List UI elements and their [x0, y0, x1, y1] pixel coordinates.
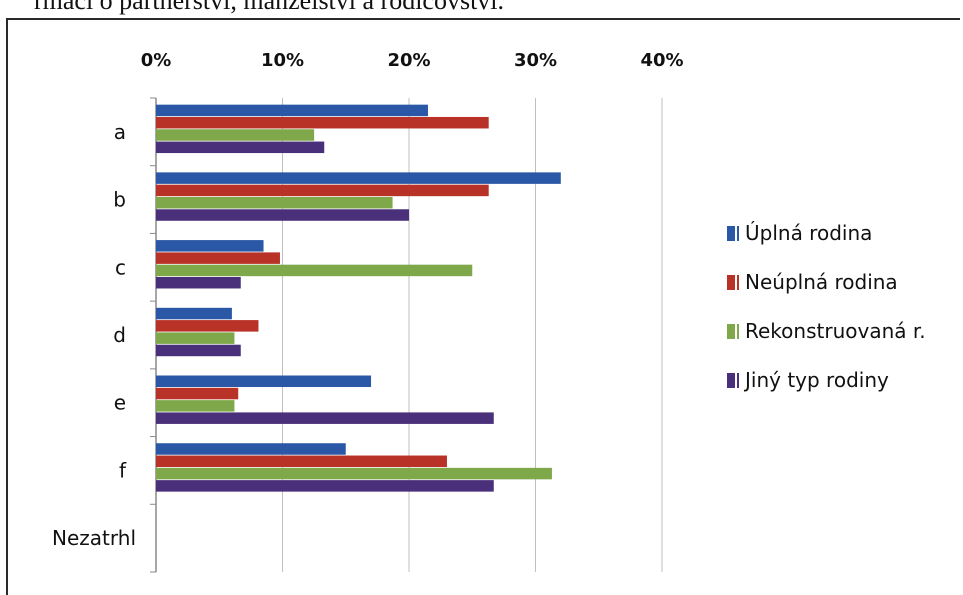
category-label: a [114, 120, 126, 144]
category-label: e [114, 391, 126, 415]
legend-swatch-edge [737, 226, 739, 241]
category-label: d [113, 323, 126, 347]
bar [156, 412, 494, 424]
bar [156, 209, 409, 221]
bar [156, 388, 238, 400]
bar [156, 117, 489, 129]
bar [156, 252, 280, 264]
x-tick-label: 0% [141, 50, 172, 71]
legend-swatch [727, 275, 735, 290]
bar [156, 197, 393, 209]
bar [156, 185, 489, 197]
bar [156, 456, 447, 468]
legend-swatch [727, 324, 735, 339]
bar [156, 142, 324, 154]
legend-label: Úplná rodina [745, 221, 872, 245]
legend-swatch-edge [737, 373, 739, 388]
category-label: c [115, 255, 126, 279]
x-tick-label: 10% [261, 50, 304, 71]
bar [156, 345, 241, 357]
x-tick-label: 20% [387, 50, 430, 71]
bar [156, 400, 234, 412]
category-label: b [113, 188, 126, 212]
x-tick-label: 30% [514, 50, 557, 71]
category-label: Nezatrhl [52, 526, 136, 550]
bar [156, 443, 346, 455]
bar [156, 308, 232, 320]
legend-label: Jiný typ rodiny [743, 368, 889, 392]
bar [156, 277, 241, 289]
bar [156, 129, 314, 141]
bar [156, 265, 472, 277]
bar [156, 105, 428, 117]
legend-label: Rekonstruovaná r. [745, 319, 926, 343]
bar [156, 376, 371, 388]
bar [156, 240, 264, 252]
category-label: f [119, 458, 127, 482]
bar [156, 332, 234, 344]
legend-swatch-edge [737, 275, 739, 290]
bar [156, 480, 494, 492]
legend-swatch [727, 226, 735, 241]
legend-swatch [727, 373, 735, 388]
bar [156, 468, 552, 480]
bar [156, 320, 258, 332]
x-tick-label: 40% [640, 50, 683, 71]
legend-swatch-edge [737, 324, 739, 339]
bar [156, 172, 561, 184]
legend-label: Neúplná rodina [745, 270, 898, 294]
